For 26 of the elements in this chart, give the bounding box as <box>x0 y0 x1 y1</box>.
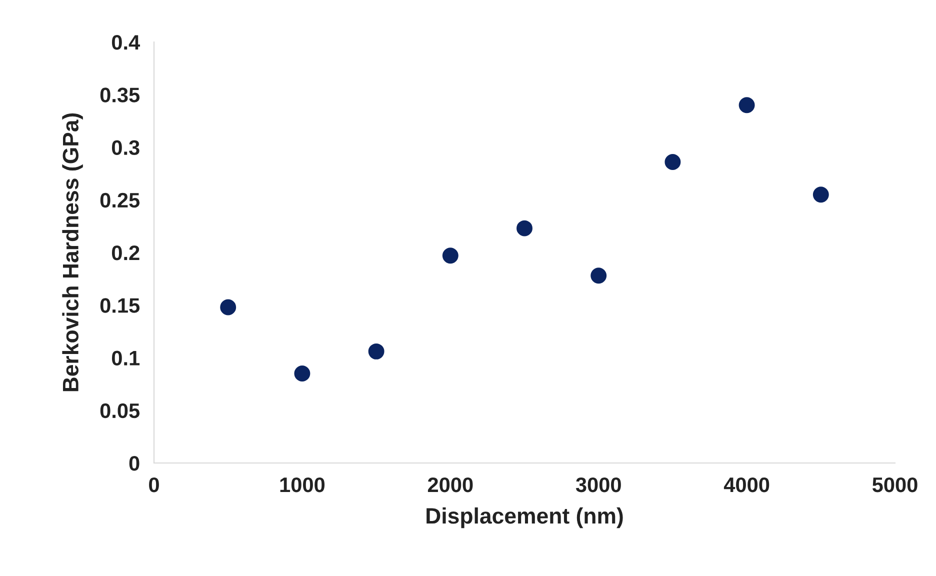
point <box>812 186 829 203</box>
y-axis-title: Berkovich Hardness (GPa) <box>62 113 83 392</box>
y-tick-label: 0.05 <box>100 403 140 418</box>
y-tick-label: 0.1 <box>112 350 140 366</box>
y-tick-label: 0.35 <box>100 88 140 102</box>
point <box>738 97 755 114</box>
y-tick-label: 0.15 <box>100 298 140 313</box>
y-tick-label: 0.25 <box>100 192 140 208</box>
point <box>516 220 532 236</box>
point <box>294 366 310 382</box>
x-axis-title: Displacement (nm) <box>426 507 623 528</box>
point <box>442 248 458 264</box>
y-tick-label: 0.2 <box>112 246 140 260</box>
y-tick-label: 0.4 <box>112 35 140 50</box>
y-tick-label: 0 <box>129 456 140 471</box>
x-tick-label: 0 <box>149 477 159 492</box>
point <box>590 268 607 284</box>
y-tick-label: 0.3 <box>112 140 140 156</box>
x-tick-label: 3000 <box>576 477 621 492</box>
x-tick-label: 5000 <box>872 477 918 492</box>
x-tick-label: 1000 <box>280 477 325 492</box>
x-tick-label: 2000 <box>428 477 473 492</box>
point <box>220 299 236 316</box>
point <box>368 343 384 360</box>
x-tick-label: 4000 <box>724 477 770 492</box>
point <box>664 154 681 170</box>
